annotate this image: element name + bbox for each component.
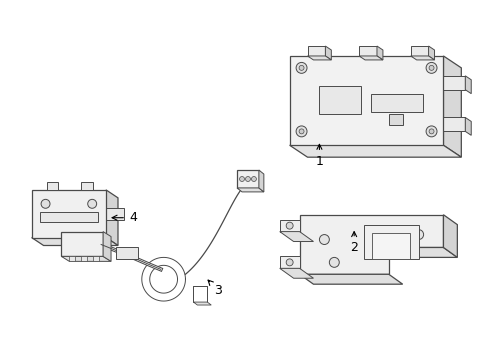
Polygon shape <box>466 117 471 135</box>
Polygon shape <box>61 256 111 261</box>
Polygon shape <box>359 46 377 56</box>
Polygon shape <box>47 182 58 190</box>
Polygon shape <box>32 190 106 238</box>
Circle shape <box>319 235 329 244</box>
Circle shape <box>286 259 293 266</box>
Polygon shape <box>411 56 435 60</box>
Polygon shape <box>389 247 457 257</box>
Bar <box>372 233 410 260</box>
Bar <box>194 286 207 302</box>
Polygon shape <box>237 188 264 192</box>
Circle shape <box>329 257 339 267</box>
Polygon shape <box>280 231 314 242</box>
Polygon shape <box>325 46 331 60</box>
Polygon shape <box>290 56 443 145</box>
Circle shape <box>88 199 97 208</box>
Polygon shape <box>290 145 461 157</box>
Bar <box>116 247 138 260</box>
Circle shape <box>429 129 434 134</box>
Text: 1: 1 <box>316 144 323 168</box>
Circle shape <box>299 129 304 134</box>
Polygon shape <box>106 208 124 220</box>
Polygon shape <box>259 170 264 192</box>
Polygon shape <box>308 46 325 56</box>
Bar <box>40 212 98 222</box>
Polygon shape <box>280 220 299 231</box>
Bar <box>70 256 75 261</box>
Polygon shape <box>443 117 465 131</box>
Circle shape <box>240 176 245 181</box>
Bar <box>364 225 418 260</box>
Text: 4: 4 <box>112 211 137 224</box>
Bar <box>194 286 207 302</box>
Polygon shape <box>280 268 314 278</box>
Circle shape <box>296 62 307 73</box>
Circle shape <box>426 62 437 73</box>
Polygon shape <box>466 76 471 94</box>
Polygon shape <box>443 56 461 157</box>
Polygon shape <box>443 215 457 257</box>
Circle shape <box>429 66 434 70</box>
Text: 2: 2 <box>350 231 358 255</box>
Polygon shape <box>377 46 383 60</box>
Circle shape <box>299 66 304 70</box>
Polygon shape <box>32 238 118 246</box>
Circle shape <box>41 199 50 208</box>
Polygon shape <box>280 256 299 268</box>
Circle shape <box>426 126 437 137</box>
Polygon shape <box>299 215 443 274</box>
Polygon shape <box>308 56 331 60</box>
Polygon shape <box>443 76 465 90</box>
Polygon shape <box>429 46 435 60</box>
Polygon shape <box>359 56 383 60</box>
Polygon shape <box>106 190 118 246</box>
Polygon shape <box>81 182 93 190</box>
Circle shape <box>286 222 293 229</box>
Polygon shape <box>411 46 429 56</box>
Bar <box>237 170 259 188</box>
Text: 3: 3 <box>208 280 222 297</box>
Bar <box>81 256 87 261</box>
Bar <box>371 94 422 112</box>
Polygon shape <box>194 302 211 305</box>
Circle shape <box>296 126 307 137</box>
Circle shape <box>251 176 256 181</box>
Bar <box>319 86 361 113</box>
Circle shape <box>245 176 250 181</box>
Bar <box>93 256 99 261</box>
Bar <box>389 113 403 125</box>
Bar <box>61 231 103 256</box>
Polygon shape <box>299 274 403 284</box>
Circle shape <box>414 230 424 239</box>
Polygon shape <box>103 231 111 261</box>
